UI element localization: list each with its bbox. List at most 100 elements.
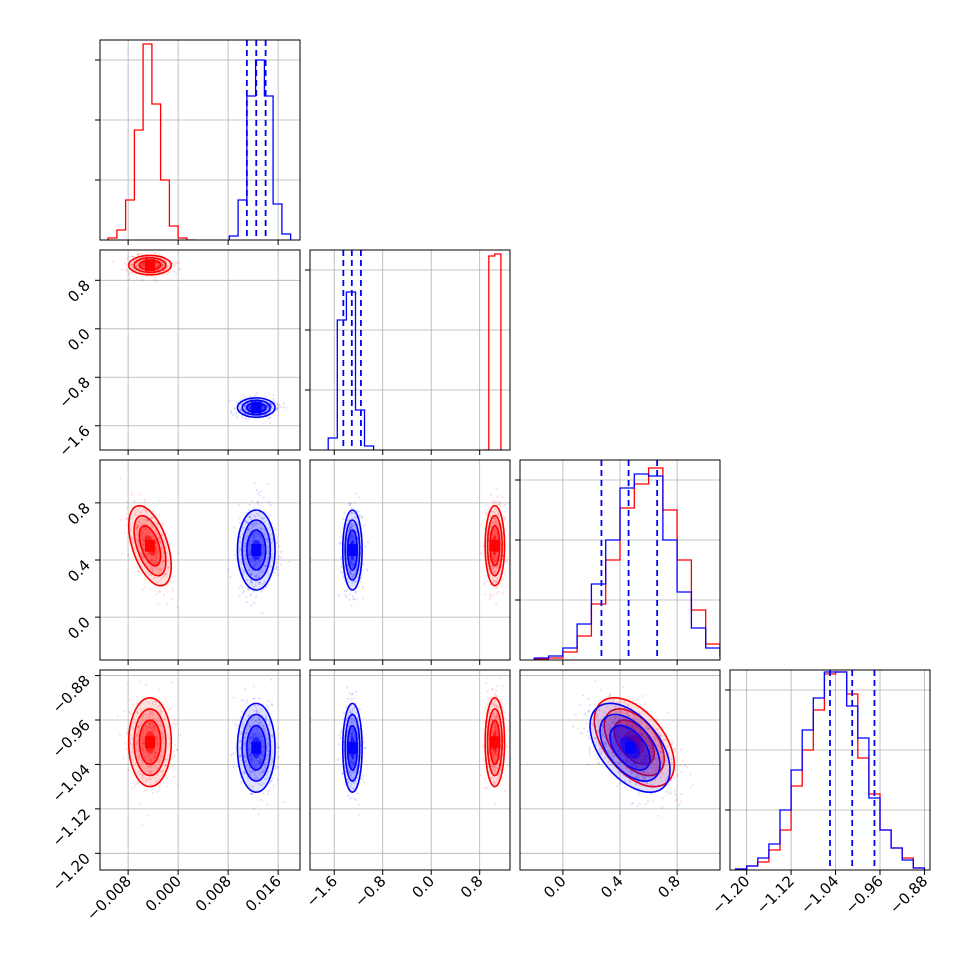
scatter-point [625,712,628,715]
scatter-point [131,537,134,540]
scatter-point [149,777,152,781]
scatter-point [248,754,251,757]
scatter-point [351,732,354,736]
scatter-point [250,730,253,733]
scatter-point [247,747,250,751]
scatter-point [260,759,263,762]
scatter-point [247,776,250,780]
scatter-point [267,699,270,702]
scatter-point [163,768,166,771]
scatter-point [492,579,495,582]
scatter-point [135,527,138,530]
y-tick-label: −1.20 [49,849,94,894]
panel-frame [99,39,301,241]
scatter-point [247,553,250,556]
scatter-point [132,703,135,706]
scatter-point [156,562,159,565]
scatter-point [493,522,496,525]
scatter-point [351,732,354,735]
scatter-point [134,721,137,725]
scatter-point [260,708,263,711]
scatter-point [353,536,356,539]
scatter-point [163,697,166,700]
scatter-point [265,537,268,541]
scatter-point [155,265,159,269]
scatter-point [131,262,134,265]
scatter-point [125,517,128,520]
scatter-point [149,766,152,769]
scatter-point [131,747,134,750]
scatter-point [352,534,355,537]
scatter-point [153,561,157,564]
scatter-point [355,579,358,583]
scatter-point [145,275,148,278]
scatter-point [246,521,249,524]
scatter-point [352,707,355,710]
scatter-point [156,561,159,564]
scatter-point [128,698,131,701]
scatter-point [252,534,255,538]
scatter-point [270,779,273,782]
scatter-point [258,582,261,585]
scatter-point [251,760,254,763]
scatter-point [264,777,267,781]
scatter-point [145,683,148,687]
scatter-point [119,476,122,480]
scatter-point [141,543,144,546]
scatter-point [129,742,132,745]
scatter-point [355,598,358,601]
x-tick-label: 0.000 [142,872,185,915]
scatter-point [152,729,155,732]
scatter-point [137,731,140,734]
scatter-point [253,531,256,534]
histogram-panel-0 [95,39,301,245]
scatter-point [497,513,500,516]
scatter-point [651,754,654,757]
scatter-point [263,764,266,767]
scatter-point [156,581,159,584]
scatter-point [636,719,640,722]
scatter-point [151,730,154,733]
scatter-point [165,572,168,576]
scatter-point [259,758,262,761]
scatter-point [135,528,138,531]
scatter-point [272,400,275,403]
scatter-point [256,532,259,535]
scatter-point [153,279,156,282]
scatter-point [270,556,273,559]
scatter-point [141,824,144,827]
scatter-point [347,782,350,785]
scatter-point [340,566,343,569]
scatter-point [348,771,351,774]
scatter-point [364,545,367,548]
scatter-point [250,761,253,764]
scatter-point [349,573,352,576]
scatter-point [230,410,233,413]
scatter-point [149,721,152,724]
scatter-point [339,542,342,546]
scatter-point [173,718,176,721]
scatter-point [353,573,356,576]
scatter-point [155,541,158,544]
scatter-point [132,268,135,271]
scatter-point [153,725,156,728]
scatter-point [144,522,147,526]
scatter-point [258,522,261,525]
scatter-point [351,733,354,736]
scatter-point [657,731,660,735]
scatter-point [251,560,254,563]
scatter-point [141,739,144,742]
y-tick-label: −0.8 [55,373,93,411]
scatter-point [258,718,261,721]
panel-frame [99,669,301,871]
scatter-point [151,560,154,563]
scatter-point [354,755,357,758]
scatter-point [347,697,350,700]
scatter-point [485,503,488,506]
scatter-point [249,407,252,410]
scatter-point [147,528,150,532]
scatter-point [253,709,256,712]
scatter-point [491,731,494,734]
scatter-point [261,517,264,521]
scatter-point [141,737,144,740]
